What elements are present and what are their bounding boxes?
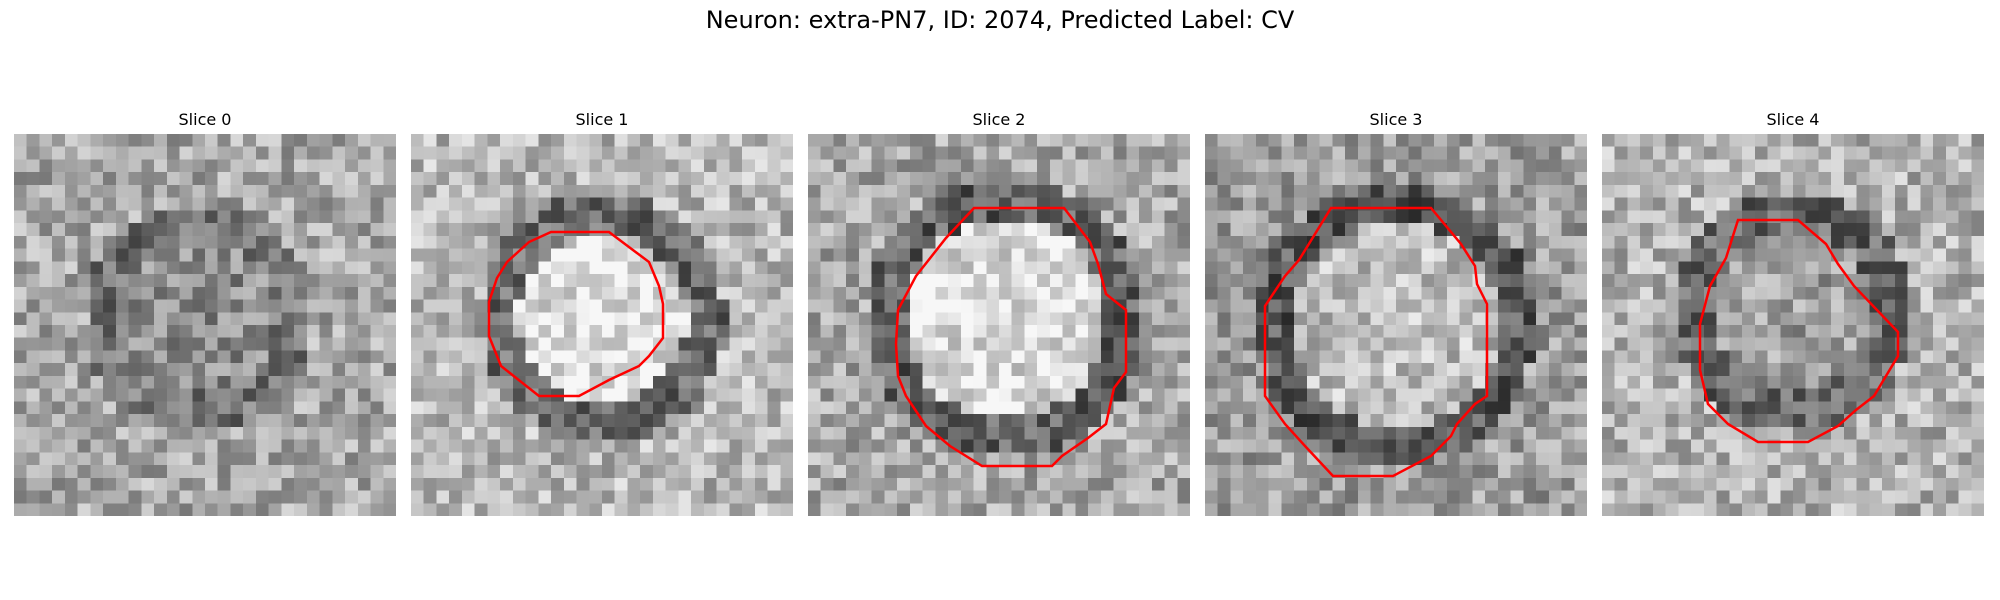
- slice-panel-2: Slice 2: [808, 110, 1190, 516]
- slice-image: [808, 134, 1190, 516]
- roi-contour: [487, 230, 665, 398]
- roi-contour: [894, 206, 1128, 468]
- slice-image: [1602, 134, 1984, 516]
- slice-title: Slice 0: [178, 110, 232, 129]
- grayscale-image: [411, 134, 793, 516]
- slice-panel-4: Slice 4: [1602, 110, 1984, 516]
- roi-contour: [1263, 206, 1489, 478]
- slice-panel-0: Slice 0: [14, 110, 396, 516]
- slice-title: Slice 4: [1766, 110, 1820, 129]
- slice-panel-3: Slice 3: [1205, 110, 1587, 516]
- grayscale-image: [808, 134, 1190, 516]
- slice-title: Slice 3: [1369, 110, 1423, 129]
- slice-title: Slice 2: [972, 110, 1026, 129]
- grayscale-image: [1602, 134, 1984, 516]
- slice-title: Slice 1: [575, 110, 629, 129]
- slice-image: [14, 134, 396, 516]
- contour-overlay: [487, 230, 665, 398]
- contour-overlay: [894, 206, 1128, 468]
- slice-image: [1205, 134, 1587, 516]
- slice-panel-1: Slice 1: [411, 110, 793, 516]
- contour-overlay: [1698, 218, 1900, 444]
- grayscale-image: [14, 134, 396, 516]
- figure-title: Neuron: extra-PN7, ID: 2074, Predicted L…: [705, 6, 1295, 34]
- contour-overlay: [1263, 206, 1489, 478]
- roi-contour: [1698, 218, 1900, 444]
- slice-image: [411, 134, 793, 516]
